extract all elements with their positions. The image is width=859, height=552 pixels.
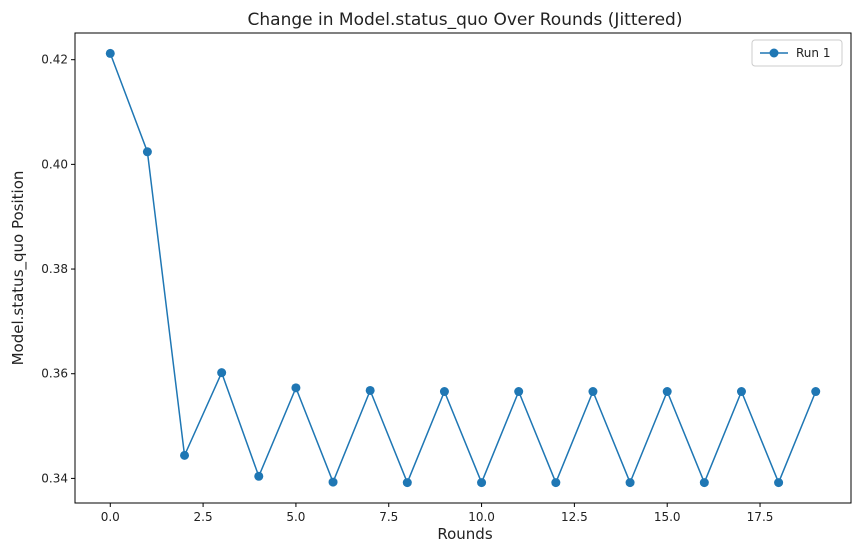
legend: Run 1 — [751, 39, 843, 67]
x-tick-label: 0.0 — [101, 510, 120, 524]
series-line — [109, 53, 817, 485]
x-axis-label: Rounds — [437, 525, 492, 543]
y-axis-label: Model.status_quo Position — [9, 171, 28, 366]
data-point — [811, 387, 821, 397]
y-tick-label: 0.40 — [41, 157, 68, 171]
data-point — [328, 477, 338, 487]
y-axis: 0.34 0.36 0.38 0.40 0.42 — [41, 53, 75, 485]
data-point — [551, 478, 561, 488]
data-point — [477, 478, 487, 488]
x-tick-label: 10.0 — [468, 510, 495, 524]
data-point — [774, 478, 784, 488]
x-axis: 0.0 2.5 5.0 7.5 10.0 12.5 15.0 17.5 — [101, 503, 774, 524]
data-point — [105, 48, 115, 58]
x-tick-label: 12.5 — [561, 510, 588, 524]
y-tick-label: 0.42 — [41, 53, 68, 67]
data-point — [291, 383, 301, 393]
data-point — [439, 387, 449, 397]
legend-label: Run 1 — [796, 46, 830, 60]
data-point — [217, 368, 227, 378]
data-point — [180, 450, 190, 460]
data-point — [142, 147, 152, 157]
y-tick-label: 0.36 — [41, 367, 68, 381]
y-tick-label: 0.38 — [41, 262, 68, 276]
legend-marker — [769, 48, 779, 58]
data-point — [662, 387, 672, 397]
chart-title: Change in Model.status_quo Over Rounds (… — [248, 10, 683, 30]
data-point — [625, 478, 635, 488]
data-point — [699, 478, 709, 488]
x-tick-label: 2.5 — [194, 510, 213, 524]
data-point — [736, 387, 746, 397]
data-point — [402, 478, 412, 488]
x-tick-label: 15.0 — [654, 510, 681, 524]
x-tick-label: 17.5 — [747, 510, 774, 524]
data-point — [365, 385, 375, 395]
data-point — [514, 387, 524, 397]
legend-box — [751, 39, 843, 67]
data-point — [588, 387, 598, 397]
plot-area — [74, 32, 852, 504]
x-tick-label: 5.0 — [286, 510, 305, 524]
x-tick-label: 7.5 — [379, 510, 398, 524]
data-point — [254, 471, 264, 481]
y-tick-label: 0.34 — [41, 471, 68, 485]
plot-frame — [74, 32, 852, 504]
